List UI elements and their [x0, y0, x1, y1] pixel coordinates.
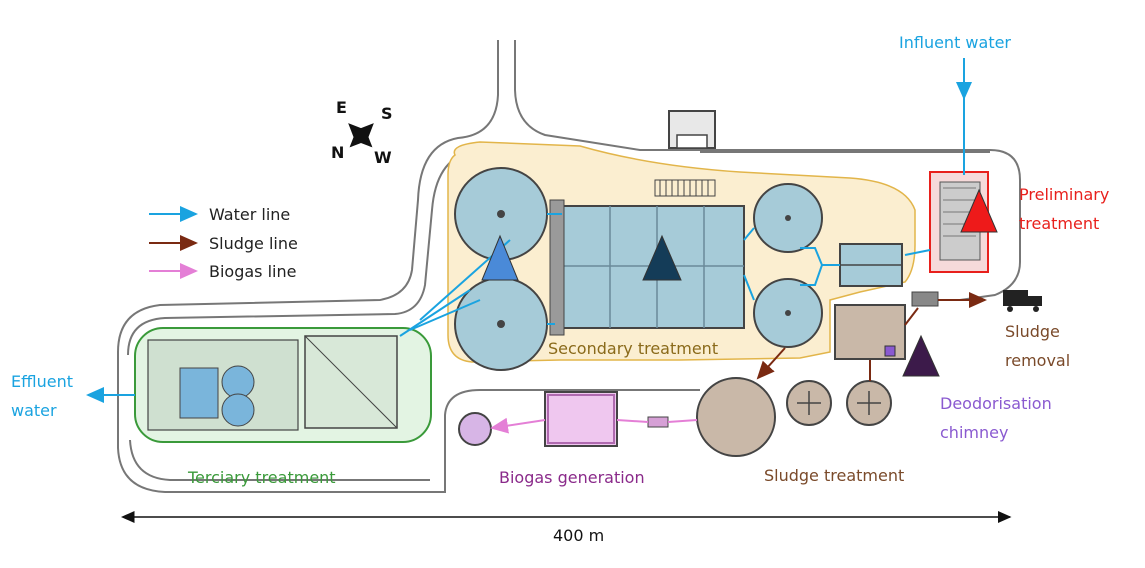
tertiary-tank-1	[221, 365, 255, 399]
marker-preliminary	[960, 188, 998, 233]
label-deodorisation-1: Deodorisation	[940, 394, 1052, 413]
label-deodorisation-2: chimney	[940, 423, 1008, 442]
compass-icon	[348, 123, 374, 148]
sludge-line-pipes	[756, 292, 987, 381]
biogas-building	[544, 391, 618, 447]
compass-s: S	[381, 104, 393, 123]
marker-secondary-clarifier	[481, 234, 519, 281]
preliminary-equipment-lines	[943, 187, 976, 237]
biogas-building-inner	[547, 394, 615, 444]
tertiary-tank-large-diagonal	[304, 335, 398, 429]
clarifier-bottom-right-center	[785, 310, 791, 316]
compass-w: W	[374, 148, 392, 167]
tertiary-basin	[179, 367, 219, 419]
legend: Water line Sludge line Biogas line	[149, 205, 298, 281]
marker-deodorisation	[902, 334, 940, 377]
blower-building-lines	[659, 180, 709, 196]
biogas-holder	[458, 412, 492, 446]
compass-e: E	[336, 98, 347, 117]
compass-n: N	[331, 143, 344, 162]
deodorisation-chimney	[884, 345, 896, 357]
clarifier-top-left-center	[497, 210, 505, 218]
digester	[696, 377, 776, 457]
tertiary-tank-2	[221, 393, 255, 427]
label-preliminary-1: Preliminary	[1019, 185, 1109, 204]
biogas-line-pipes	[490, 417, 698, 434]
blower-building	[654, 179, 716, 197]
gate-building-entrance	[676, 134, 708, 149]
marker-aeration-basin	[642, 234, 682, 281]
label-sludge-treatment: Sludge treatment	[764, 466, 904, 485]
label-secondary-treatment: Secondary treatment	[548, 339, 718, 358]
label-biogas-generation: Biogas generation	[499, 468, 645, 487]
label-preliminary-2: treatment	[1019, 214, 1099, 233]
legend-biogas-label: Biogas line	[209, 262, 296, 281]
truck-icon	[1003, 290, 1042, 312]
label-influent: Influent water	[899, 33, 1011, 52]
label-sludge-removal-2: removal	[1005, 351, 1070, 370]
scale-label: 400 m	[553, 526, 604, 545]
sludge-loading	[911, 291, 939, 307]
legend-water-label: Water line	[209, 205, 290, 224]
aeration-channel	[549, 199, 565, 336]
label-sludge-removal-1: Sludge	[1005, 322, 1060, 341]
label-tertiary-treatment: Terciary treatment	[187, 468, 336, 487]
label-effluent-1: Effluent	[11, 372, 73, 391]
label-effluent-2: water	[11, 401, 57, 420]
thickener-bridges	[797, 391, 881, 415]
clarifier-top-right-center	[785, 215, 791, 221]
biogas-valve	[647, 416, 669, 428]
clarifier-bottom-left-center	[497, 320, 505, 328]
legend-sludge-label: Sludge line	[209, 234, 298, 253]
site-outline	[117, 40, 1021, 493]
